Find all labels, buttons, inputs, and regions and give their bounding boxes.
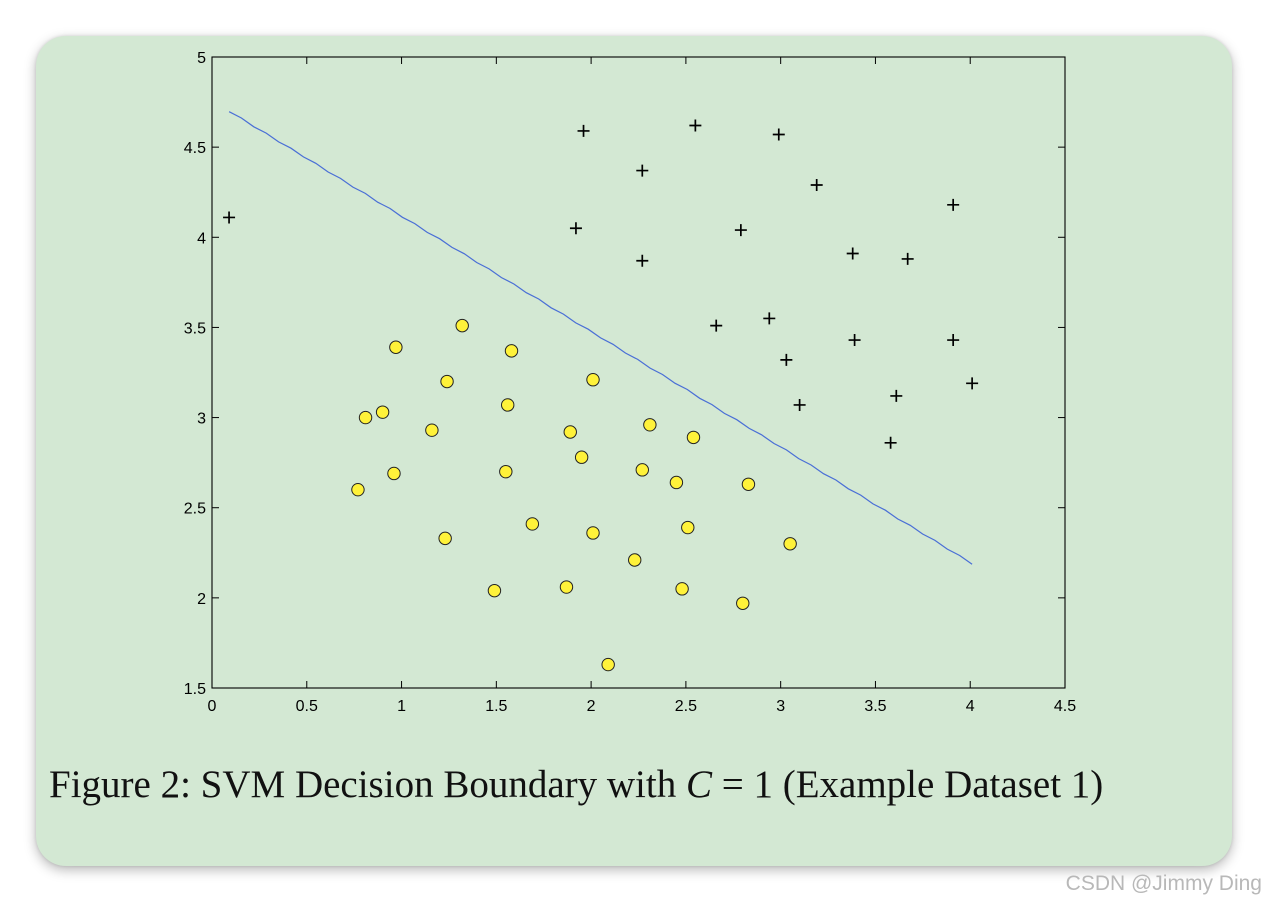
negative-point: [586, 526, 600, 540]
negative-point: [736, 596, 750, 610]
negative-point: [681, 520, 695, 535]
positive-point: [772, 128, 785, 141]
negative-point: [741, 477, 756, 491]
negative-point: [389, 340, 403, 354]
y-tick-label: 1.5: [184, 681, 206, 698]
y-tick-label: 3: [197, 411, 206, 428]
positive-points: [223, 119, 979, 449]
positive-point: [947, 334, 960, 347]
caption-prefix: Figure 2: SVM Decision Boundary with: [49, 763, 686, 806]
negative-point: [375, 405, 390, 419]
negative-point: [487, 583, 502, 598]
negative-point: [783, 537, 797, 551]
negative-point: [686, 430, 701, 445]
negative-point: [643, 418, 657, 432]
x-tick-label: 1: [397, 698, 406, 715]
x-tick-label: 2: [587, 698, 596, 715]
negative-point: [628, 553, 642, 567]
negative-point: [601, 657, 615, 672]
positive-point: [223, 211, 236, 224]
positive-point: [569, 222, 582, 235]
positive-point: [734, 224, 747, 237]
positive-point: [810, 179, 823, 192]
x-axis-tick-labels: 0 0.5 1 1.5 2 2.5 3 3.5 4 4.5: [208, 698, 1077, 715]
positive-point: [710, 319, 723, 332]
y-tick-label: 5: [197, 50, 206, 67]
negative-point: [563, 425, 577, 439]
x-tick-label: 2.5: [675, 698, 697, 715]
x-tick-label: 3: [776, 698, 785, 715]
positive-point: [780, 353, 793, 366]
positive-point: [966, 377, 979, 390]
negative-point: [675, 582, 689, 596]
negative-point: [425, 423, 439, 437]
negative-point: [504, 344, 519, 358]
caption-suffix: = 1 (Example Dataset 1): [711, 763, 1104, 806]
positive-point: [890, 389, 903, 402]
positive-point: [793, 398, 806, 411]
negative-point: [455, 318, 469, 333]
negative-point: [499, 464, 513, 479]
figure-card: [36, 36, 1232, 866]
positive-point: [636, 164, 649, 177]
figure-caption: Figure 2: SVM Decision Boundary with C =…: [49, 762, 1219, 807]
negative-point: [438, 531, 452, 546]
x-tick-label: 4.5: [1054, 698, 1076, 715]
negative-point: [358, 410, 373, 425]
x-tick-label: 3.5: [864, 698, 886, 715]
negative-point: [574, 450, 589, 464]
negative-point: [559, 580, 574, 594]
y-tick-label: 4: [197, 230, 206, 247]
negative-point: [586, 373, 600, 387]
positive-point: [689, 119, 702, 132]
negative-points: [351, 318, 797, 672]
axis-ticks: [211, 56, 1066, 689]
positive-point: [577, 124, 590, 137]
x-tick-label: 0: [208, 698, 217, 715]
negative-point: [525, 517, 540, 531]
positive-point: [884, 436, 897, 449]
negative-point: [669, 475, 684, 490]
caption-variable: C: [685, 763, 712, 806]
y-tick-label: 4.5: [184, 140, 206, 157]
decision-boundary-line: [228, 111, 973, 565]
y-tick-label: 2: [197, 591, 206, 608]
y-axis-tick-labels: 1.5 2 2.5 3 3.5 4 4.5 5: [184, 50, 206, 698]
negative-point: [501, 398, 515, 412]
positive-point: [901, 252, 914, 265]
x-tick-label: 1.5: [485, 698, 507, 715]
negative-point: [387, 466, 401, 481]
negative-point: [351, 482, 365, 497]
positive-point: [846, 247, 859, 260]
negative-point: [635, 463, 649, 477]
plot-area-frame: [211, 56, 1066, 689]
positive-point: [763, 312, 776, 325]
positive-point: [848, 334, 861, 347]
negative-point: [440, 374, 454, 389]
watermark: CSDN @Jimmy Ding: [1065, 872, 1262, 895]
positive-point: [636, 254, 649, 267]
y-tick-label: 2.5: [184, 501, 206, 518]
positive-point: [947, 198, 960, 211]
y-tick-label: 3.5: [184, 320, 206, 337]
x-tick-label: 0.5: [296, 698, 318, 715]
x-tick-label: 4: [966, 698, 975, 715]
